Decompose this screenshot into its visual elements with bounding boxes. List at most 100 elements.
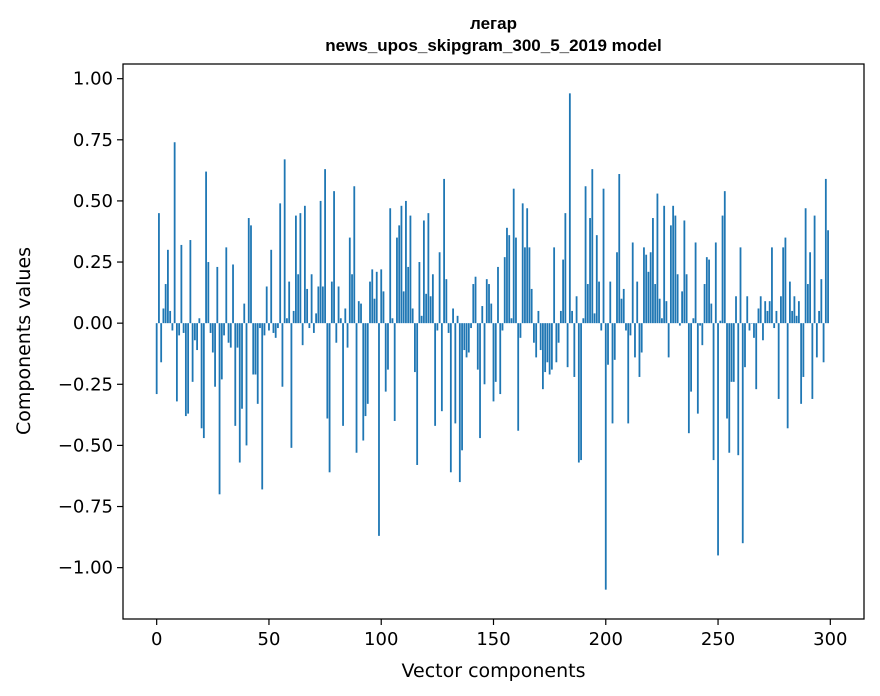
bar (768, 301, 771, 324)
bar (238, 323, 241, 463)
bar (497, 266, 499, 324)
bar (494, 323, 497, 382)
y-tick-label: 0.25 (73, 252, 113, 273)
bar (795, 315, 798, 324)
bar (447, 323, 450, 333)
bar (189, 240, 192, 324)
bar (261, 323, 264, 490)
bar (396, 237, 398, 324)
bar (508, 235, 511, 324)
bar (452, 308, 454, 324)
bar (678, 323, 681, 326)
bar (295, 215, 297, 324)
bar (530, 288, 533, 324)
bar (717, 323, 719, 556)
bar (732, 323, 735, 382)
chart-title: легар (470, 14, 517, 33)
bar (687, 323, 690, 434)
bar (820, 279, 823, 324)
bar (158, 213, 160, 324)
bar (562, 259, 565, 324)
bar (205, 171, 207, 324)
bar (357, 301, 360, 324)
bar (198, 318, 201, 324)
bar (371, 269, 374, 324)
bar (654, 284, 657, 324)
bar (539, 323, 542, 351)
bar (515, 237, 517, 324)
bar (806, 284, 809, 324)
bar (438, 252, 441, 324)
bar (503, 257, 506, 324)
bar (436, 323, 439, 331)
bar (308, 323, 311, 329)
bar (483, 323, 486, 385)
bar (824, 178, 827, 324)
bar (297, 274, 300, 324)
bar (669, 225, 672, 324)
bar (723, 191, 726, 324)
bar (180, 244, 183, 324)
bar (353, 186, 356, 324)
bar (270, 249, 273, 324)
bar (319, 200, 322, 324)
bar (200, 323, 203, 429)
bar (663, 205, 666, 324)
bar (741, 323, 744, 544)
bar (387, 323, 389, 370)
bar (344, 308, 347, 324)
bar (710, 303, 713, 324)
bar (209, 323, 212, 333)
bar (259, 323, 261, 329)
bar (661, 318, 663, 324)
bar (647, 271, 650, 324)
bar (822, 323, 825, 363)
bar (699, 323, 701, 326)
bar (656, 193, 659, 324)
bar (524, 247, 526, 324)
bar (187, 323, 190, 414)
bar (333, 191, 335, 324)
bar (813, 215, 816, 324)
bar (169, 310, 172, 324)
bar (234, 323, 237, 426)
bar (321, 286, 324, 324)
bar (815, 323, 818, 358)
bar (692, 318, 695, 324)
bar (202, 323, 205, 439)
bar (211, 323, 214, 353)
bar (784, 237, 787, 324)
bar (676, 274, 679, 324)
bar (214, 323, 216, 387)
bar (620, 298, 623, 324)
bar (800, 323, 803, 404)
bar (757, 308, 760, 324)
bar (236, 323, 239, 348)
bar (811, 323, 814, 399)
bar (573, 323, 576, 377)
bar (616, 252, 618, 324)
bars-group (155, 93, 829, 590)
bar (797, 301, 800, 324)
bar (391, 318, 394, 324)
bar (643, 247, 645, 324)
bar (703, 284, 706, 324)
bar (479, 323, 481, 439)
bar (162, 308, 165, 324)
bar (472, 284, 475, 324)
y-tick-label: 0.00 (73, 313, 113, 334)
chart-subtitle: news_upos_skipgram_300_5_2019 model (325, 36, 661, 55)
bar (245, 323, 248, 446)
bar (488, 284, 490, 324)
bar (434, 323, 437, 426)
bar (398, 225, 401, 324)
bar (362, 323, 365, 441)
bar (559, 310, 562, 324)
bar (773, 323, 776, 329)
bar (218, 323, 221, 495)
bar (375, 271, 378, 324)
bar (243, 303, 246, 324)
x-tick-label: 100 (364, 629, 398, 650)
bar (638, 323, 641, 377)
bar (458, 323, 461, 483)
